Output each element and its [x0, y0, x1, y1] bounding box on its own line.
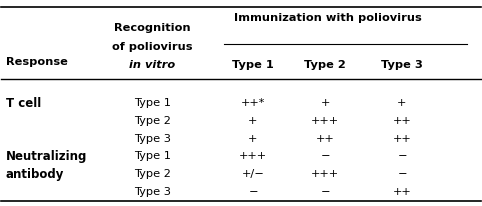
Text: ++: ++	[393, 187, 411, 197]
Text: −: −	[397, 151, 407, 162]
Text: Type 1: Type 1	[134, 151, 171, 162]
Text: ++: ++	[393, 116, 411, 126]
Text: Type 1: Type 1	[134, 98, 171, 108]
Text: +++: +++	[311, 116, 339, 126]
Text: +: +	[248, 134, 258, 144]
Text: T cell: T cell	[5, 96, 41, 110]
Text: −: −	[321, 187, 330, 197]
Text: +: +	[321, 98, 330, 108]
Text: of poliovirus: of poliovirus	[112, 42, 192, 52]
Text: in vitro: in vitro	[129, 60, 175, 70]
Text: −: −	[321, 151, 330, 162]
Text: +/−: +/−	[241, 169, 265, 179]
Text: ++*: ++*	[241, 98, 265, 108]
Text: antibody: antibody	[5, 168, 64, 181]
Text: −: −	[248, 187, 258, 197]
Text: +: +	[397, 98, 407, 108]
Text: Type 3: Type 3	[381, 60, 423, 70]
Text: +: +	[248, 116, 258, 126]
Text: Type 1: Type 1	[232, 60, 274, 70]
Text: Response: Response	[5, 57, 67, 67]
Text: Type 2: Type 2	[134, 116, 171, 126]
Text: Immunization with poliovirus: Immunization with poliovirus	[234, 13, 421, 23]
Text: +++: +++	[311, 169, 339, 179]
Text: Type 2: Type 2	[304, 60, 346, 70]
Text: +++: +++	[239, 151, 267, 162]
Text: Recognition: Recognition	[114, 23, 190, 33]
Text: Neutralizing: Neutralizing	[5, 150, 87, 163]
Text: ++: ++	[316, 134, 335, 144]
Text: Type 3: Type 3	[134, 134, 171, 144]
Text: ++: ++	[393, 134, 411, 144]
Text: Type 2: Type 2	[134, 169, 171, 179]
Text: Type 3: Type 3	[134, 187, 171, 197]
Text: −: −	[397, 169, 407, 179]
